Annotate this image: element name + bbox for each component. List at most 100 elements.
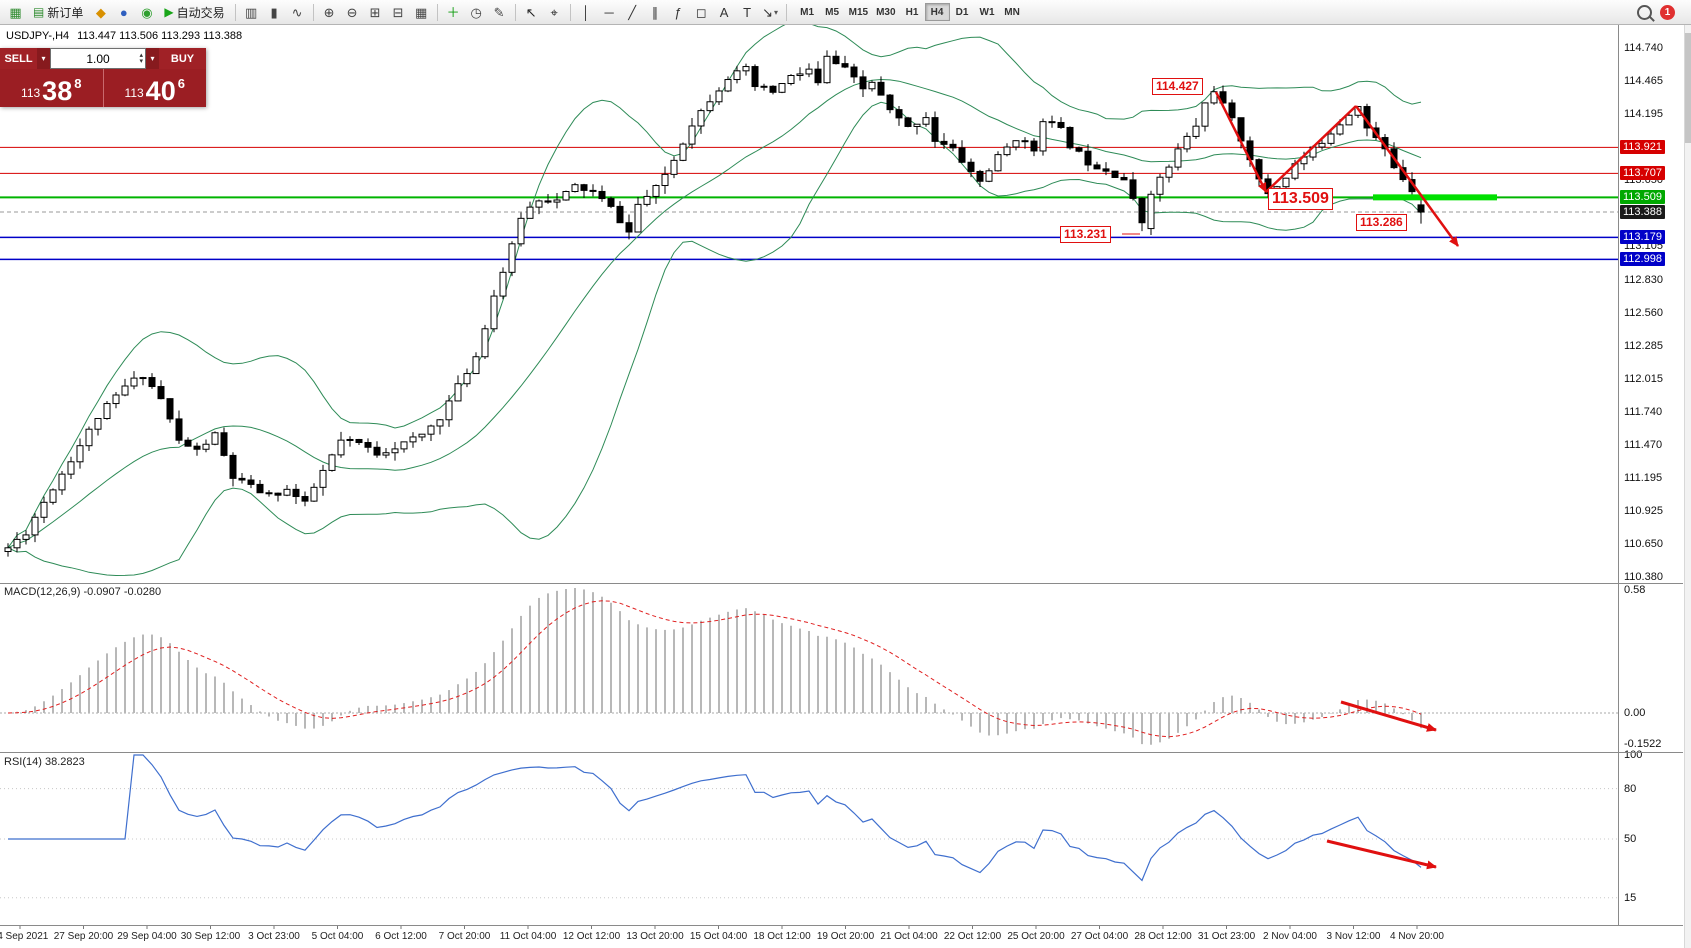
auto-trading-button[interactable]: ▶ 自动交易 [158,1,230,23]
new-order-button[interactable]: ▤ 新订单 [27,1,89,23]
arrows-icon[interactable]: ↘ ▾ [759,1,782,23]
candlestick-chart-icon[interactable]: ▮ [263,1,286,23]
time-axis-label: 22 Oct 12:00 [943,931,1002,942]
price-tick-label: 112.830 [1624,273,1663,286]
auto-trading-icon: ▶ [164,5,174,19]
notification-badge[interactable]: 1 [1660,4,1675,20]
price-tick-label: 114.195 [1624,108,1663,121]
time-axis-label: 27 Sep 20:00 [53,931,114,942]
templates-icon: ✎ [493,4,505,20]
price-annotation[interactable]: 113.509 [1268,188,1333,210]
time-axis-label: 7 Oct 20:00 [438,931,491,942]
toolbar-separator [436,3,438,21]
channel-icon[interactable]: ∥ [644,1,667,23]
fibonacci-icon: ƒ [674,4,682,20]
price-annotation[interactable]: 113.286 [1356,214,1407,231]
trendline-icon[interactable]: ╱ [621,1,644,23]
horn-icon: ◆ [95,4,106,20]
fibonacci-icon[interactable]: ƒ [667,1,690,23]
timeframe-mn[interactable]: MN [1004,6,1020,18]
trade-panel-divider [102,69,104,107]
sell-price-sup: 8 [74,76,82,91]
support-zone-highlight [1373,194,1497,201]
timeframe-m5[interactable]: M5 [825,6,840,18]
macd-indicator-label: MACD(12,26,9) -0.0907 -0.0280 [4,586,162,598]
time-axis-label: 5 Oct 04:00 [311,931,364,942]
price-tick-label: 111.195 [1624,472,1663,485]
cursor-icon[interactable]: ↖ [520,1,543,23]
macd-axis-label: 0.58 [1624,584,1646,596]
vertical-scrollbar[interactable] [1684,25,1691,948]
periods-icon[interactable]: ◷ [465,1,488,23]
toolbar-separator [514,3,516,21]
app-chart-icon[interactable]: ▦ [4,1,27,23]
scrollbar-thumb[interactable] [1685,33,1691,143]
volume-down-icon[interactable]: ▾ [139,57,143,65]
price-annotation[interactable]: 114.427 [1152,78,1203,95]
community-icon[interactable]: ◉ [135,1,158,23]
shapes-icon[interactable]: ◻ [690,1,713,23]
sell-button[interactable]: SELL [0,48,37,69]
candlesticks [4,50,1425,557]
timeframe-h4[interactable]: H4 [924,3,950,21]
bar-chart-icon[interactable]: ▥ [240,1,263,23]
label-icon[interactable]: T [736,1,759,23]
crosshair-icon[interactable]: ⌖ [543,1,566,23]
macd-signal-line [7,600,1422,738]
zoom-out-icon[interactable]: ⊖ [341,1,364,23]
sell-price-prefix: 113 [21,86,41,100]
price-line-label: 113.179 [1620,230,1665,245]
tile-windows-icon: ⊞ [369,4,381,20]
volume-input[interactable]: 1.00 ▴ ▾ [50,48,146,69]
sell-price[interactable]: 113 38 8 [0,69,103,107]
tile-windows-icon[interactable]: ⊞ [364,1,387,23]
price-tick-label: 114.740 [1624,42,1663,54]
time-axis-label: 3 Oct 23:00 [248,931,300,942]
trendline-icon: ╱ [628,4,637,20]
profile-icon: ● [119,4,128,20]
buy-button[interactable]: BUY [159,48,206,69]
rsi-trend-arrow [1326,839,1437,870]
price-tick-label: 112.560 [1624,306,1663,319]
price-tick-label: 111.740 [1624,405,1663,418]
time-axis-label: 15 Oct 04:00 [689,931,748,942]
horizontal-line-icon: ─ [604,4,614,20]
vertical-line-icon[interactable]: │ [575,1,598,23]
grid-icon[interactable]: ▦ [410,1,433,23]
timeframe-d1[interactable]: D1 [955,6,969,18]
buy-options-caret-icon[interactable]: ▾ [146,48,159,69]
volume-stepper: ▴ ▾ [139,50,143,67]
buy-price[interactable]: 113 40 6 [104,69,207,107]
indicators-icon[interactable]: ＋ [442,1,465,23]
templates-icon[interactable]: ✎ [488,1,511,23]
macd-trend-arrow [1340,700,1437,732]
auto-arrange-icon[interactable]: ⊟ [387,1,410,23]
volume-up-icon[interactable]: ▴ [139,51,143,59]
timeframe-m15[interactable]: M15 [848,6,869,18]
profile-icon[interactable]: ● [112,1,135,23]
label-icon: T [743,4,752,20]
timeframe-w1[interactable]: W1 [979,6,995,18]
text-icon[interactable]: A [713,1,736,23]
timeframe-m1[interactable]: M1 [800,6,815,18]
arrows-icon: ↘ [762,4,774,20]
line-chart-icon[interactable]: ∿ [286,1,309,23]
search-icon[interactable] [1637,4,1652,20]
price-axis[interactable]: 114.740114.465114.195113.650113.105112.8… [1618,25,1685,926]
price-annotation[interactable]: 113.231 [1060,226,1111,243]
horn-icon[interactable]: ◆ [89,1,112,23]
price-tick-label: 111.470 [1624,438,1663,451]
price-line-label: 113.707 [1620,166,1665,181]
rsi-axis-label: 50 [1624,833,1637,845]
price-tick-label: 110.650 [1624,538,1663,551]
timeframe-m30[interactable]: M30 [876,6,896,18]
sell-options-caret-icon[interactable]: ▾ [37,48,50,69]
price-line-label: 113.388 [1620,205,1665,220]
timeframe-h1[interactable]: H1 [905,6,919,18]
zoom-in-icon[interactable]: ⊕ [318,1,341,23]
buy-price-big: 40 [145,76,176,107]
chart-ohlc-header: USDJPY-,H4 113.447 113.506 113.293 113.3… [6,30,242,42]
horizontal-line-icon[interactable]: ─ [598,1,621,23]
